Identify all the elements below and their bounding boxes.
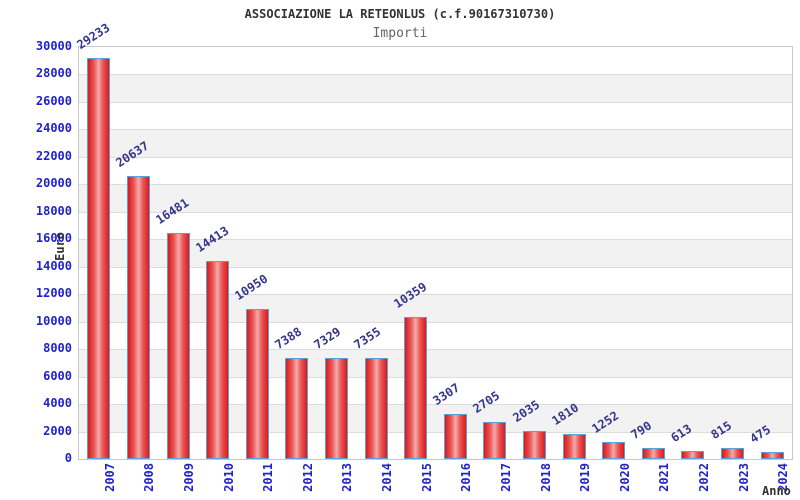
x-tick-label-text: 2022 (696, 463, 711, 492)
bar-2020 (602, 441, 626, 459)
grid-band (79, 47, 792, 75)
gridline (79, 404, 792, 406)
y-tick-label: 20000 (35, 176, 72, 191)
gridline (79, 101, 792, 103)
x-tick-label-text: 2017 (498, 463, 513, 492)
grid-band (79, 266, 792, 295)
y-tick-label: 22000 (35, 148, 72, 163)
x-tick-label-text: 2023 (736, 463, 751, 492)
y-tick-label: 4000 (43, 396, 72, 411)
grid-band (79, 129, 792, 157)
gridline (79, 211, 792, 213)
grid-band (79, 211, 792, 240)
grid-band (79, 239, 792, 267)
bar-2008 (126, 175, 150, 459)
gridline (79, 431, 792, 433)
x-tick-label-text: 2019 (578, 463, 593, 492)
x-tick-label-text: 2018 (538, 463, 553, 492)
bar-2017 (483, 421, 507, 459)
grid-band (79, 184, 792, 212)
gridline (79, 349, 792, 351)
gridline (79, 74, 792, 76)
bar-2018 (523, 431, 547, 459)
gridline (79, 239, 792, 241)
bar-2019 (562, 434, 586, 459)
x-tick-label-text: 2009 (182, 463, 197, 492)
bar-2009 (166, 232, 190, 459)
x-axis-title: Anno (762, 484, 791, 498)
y-tick-label: 6000 (43, 368, 72, 383)
y-tick-label: 12000 (35, 286, 72, 301)
gridline (79, 321, 792, 323)
x-tick-label-text: 2012 (300, 463, 315, 492)
bar-2021 (641, 448, 665, 459)
x-tick-label-text: 2021 (657, 463, 672, 492)
grid-band (79, 321, 792, 350)
y-tick-label: 28000 (35, 66, 72, 81)
bar-2024 (760, 452, 784, 459)
chart-subtitle: Importi (372, 26, 428, 41)
x-tick-label-text: 2020 (617, 463, 632, 492)
bar-2022 (681, 450, 705, 459)
grid-band (79, 156, 792, 185)
bar-2016 (443, 413, 467, 459)
gridline (79, 294, 792, 296)
plot-area (78, 46, 793, 460)
bar-2015 (404, 316, 428, 459)
chart-title: ASSOCIAZIONE LA RETEONLUS (c.f.901673107… (244, 7, 556, 21)
bar-2010 (206, 261, 230, 459)
y-tick-label: 18000 (35, 203, 72, 218)
x-tick-label-text: 2015 (419, 463, 434, 492)
y-tick-label: 0 (64, 451, 72, 465)
y-tick-label: 16000 (35, 231, 72, 246)
gridline (79, 129, 792, 131)
bar-2023 (721, 447, 745, 459)
y-tick-label: 2000 (43, 423, 72, 438)
grid-band (79, 349, 792, 377)
y-tick-label: 30000 (35, 39, 72, 53)
bar-2007 (87, 57, 111, 459)
gridline (79, 184, 792, 186)
grid-band (79, 294, 792, 322)
x-tick-label-text: 2016 (459, 463, 474, 492)
y-tick-label: 26000 (35, 93, 72, 108)
bar-2012 (285, 357, 309, 459)
grid-band (79, 376, 792, 405)
x-tick-label-text: 2007 (102, 463, 117, 492)
x-tick-label-text: 2013 (340, 463, 355, 492)
gridline (79, 156, 792, 158)
y-tick-label: 24000 (35, 121, 72, 136)
grid-band (79, 404, 792, 432)
y-tick-label: 14000 (35, 258, 72, 273)
x-tick-label-text: 2010 (221, 463, 236, 492)
grid-band (79, 101, 792, 130)
grid-band (79, 431, 792, 459)
gridline (79, 266, 792, 268)
bar-2011 (245, 308, 269, 459)
y-axis-title-text: Euro (53, 232, 67, 261)
x-tick-label-text: 2008 (142, 463, 157, 492)
y-tick-label: 10000 (35, 313, 72, 328)
grid-band (79, 74, 792, 102)
x-tick-label-text: 2011 (261, 463, 276, 492)
bar-2013 (324, 358, 348, 459)
gridline (79, 376, 792, 378)
y-tick-label: 8000 (43, 341, 72, 356)
x-tick-label-text: 2014 (380, 463, 395, 492)
bar-2014 (364, 358, 388, 459)
